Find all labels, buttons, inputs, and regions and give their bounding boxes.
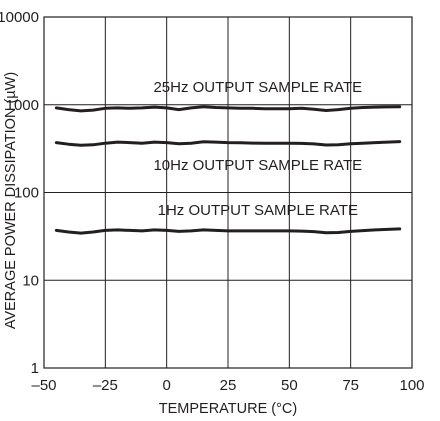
- x-tick-label: 75: [342, 377, 359, 394]
- y-tick-labels: 1 10 100 1000 10000: [0, 9, 39, 377]
- series-lines: [54, 105, 402, 235]
- y-tick-label: 10: [22, 272, 39, 289]
- plot-frame: [43, 16, 413, 369]
- x-tick-label: 25: [220, 377, 237, 394]
- x-tick-label: 0: [162, 377, 170, 394]
- series-label: 1Hz OUTPUT SAMPLE RATE: [158, 202, 358, 219]
- x-tick-label: –50: [31, 377, 56, 394]
- series-line: [54, 105, 402, 113]
- y-axis-title: AVERAGE POWER DISSIPATION (µW): [3, 72, 19, 329]
- x-tick-label: 100: [399, 377, 424, 394]
- y-tick-label: 100: [14, 185, 39, 202]
- x-axis-title: TEMPERATURE (°C): [159, 401, 297, 417]
- y-tick-label: 1000: [6, 97, 39, 114]
- x-tick-labels: –50 –25 0 25 50 75 100: [31, 377, 424, 394]
- series-line: [54, 140, 402, 147]
- series-label: 10Hz OUTPUT SAMPLE RATE: [153, 157, 362, 174]
- y-tick-label: 1: [31, 360, 39, 377]
- grid: [44, 17, 412, 368]
- x-tick-label: –25: [93, 377, 118, 394]
- y-tick-label: 10000: [0, 9, 39, 26]
- series-labels: 25Hz OUTPUT SAMPLE RATE 10Hz OUTPUT SAMPL…: [153, 79, 362, 219]
- series-line: [54, 227, 402, 235]
- series-label: 25Hz OUTPUT SAMPLE RATE: [153, 79, 362, 96]
- x-tick-label: 50: [281, 377, 298, 394]
